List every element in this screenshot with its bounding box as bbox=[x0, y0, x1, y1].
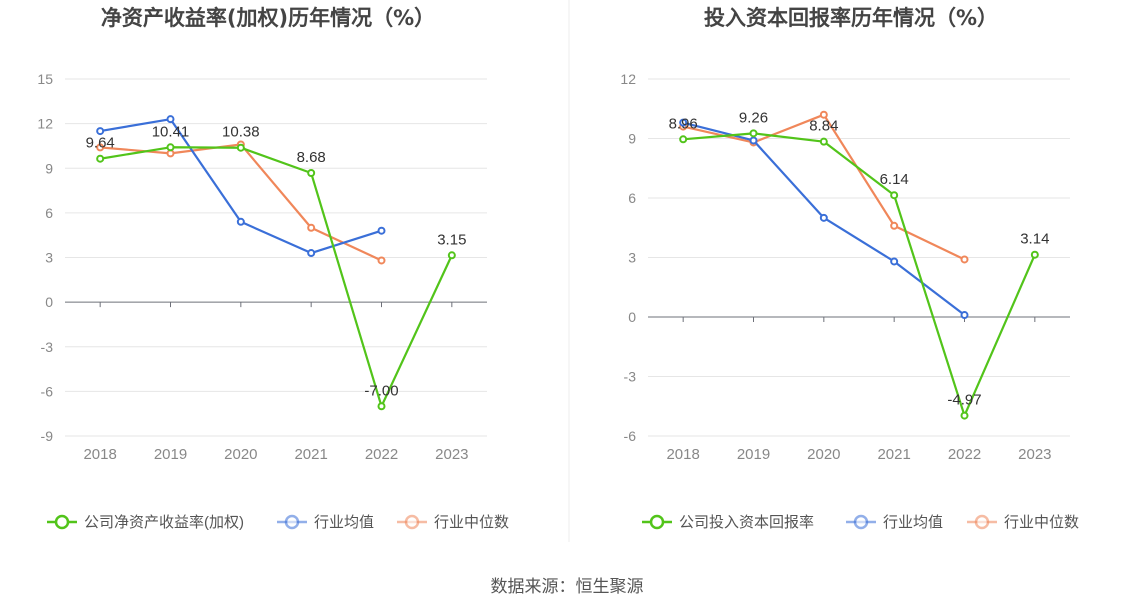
legend-label: 行业中位数 bbox=[1004, 514, 1079, 531]
legend-marker bbox=[853, 514, 869, 530]
chart-title: 净资产收益率(加权)历年情况（%） bbox=[101, 6, 435, 30]
y-tick-label: -3 bbox=[624, 369, 637, 385]
x-tick-label: 2020 bbox=[807, 446, 840, 463]
legend-marker bbox=[284, 514, 300, 530]
data-label: 10.41 bbox=[152, 123, 190, 140]
legend-item[interactable]: 行业中位数 bbox=[397, 514, 509, 531]
data-point bbox=[749, 129, 758, 138]
x-tick-label: 2022 bbox=[365, 446, 398, 463]
y-tick-label: 3 bbox=[628, 250, 636, 266]
roe-chart: 净资产收益率(加权)历年情况（%） 15 12 9 6 3 0 -3 -6 -9 2018 2019 2… bbox=[37, 6, 509, 531]
y-tick-label: -6 bbox=[41, 383, 54, 399]
data-point bbox=[679, 135, 688, 144]
legend-marker bbox=[54, 514, 70, 530]
legend-label: 行业均值 bbox=[314, 514, 374, 531]
series-line-company bbox=[683, 132, 1036, 417]
data-label: 9.26 bbox=[739, 109, 768, 126]
data-label: 6.14 bbox=[880, 171, 909, 188]
data-label: -4.97 bbox=[947, 392, 981, 409]
data-point bbox=[307, 249, 316, 258]
roic-chart: 投入资本回报率历年情况（%） 12 9 6 3 0 -3 -6 2018 2019 2020 2021… bbox=[620, 6, 1079, 531]
data-label: 8.68 bbox=[297, 149, 326, 166]
x-tick-label: 2020 bbox=[224, 446, 257, 463]
data-point bbox=[96, 154, 105, 163]
legend-item[interactable]: 行业均值 bbox=[846, 514, 943, 531]
data-label: 8.96 bbox=[669, 115, 698, 132]
data-label: 10.38 bbox=[222, 124, 260, 141]
legend-item[interactable]: 公司净资产收益率(加权) bbox=[47, 514, 244, 531]
y-tick-label: 15 bbox=[37, 71, 53, 87]
data-label: 9.64 bbox=[86, 135, 115, 152]
data-point bbox=[890, 221, 899, 230]
x-tick-label: 2022 bbox=[948, 446, 981, 463]
data-point bbox=[890, 191, 899, 200]
data-point bbox=[960, 311, 969, 320]
source-note: 数据来源：恒生聚源 bbox=[491, 577, 644, 597]
y-tick-label: 12 bbox=[620, 71, 636, 87]
y-tick-label: 6 bbox=[45, 205, 53, 221]
y-tick-label: 12 bbox=[37, 116, 53, 132]
data-point bbox=[960, 411, 969, 420]
x-tick-label: 2018 bbox=[666, 446, 699, 463]
chart-title: 投入资本回报率历年情况（%） bbox=[704, 6, 998, 30]
series-line-company bbox=[99, 146, 453, 408]
data-point bbox=[96, 143, 105, 152]
data-point bbox=[236, 217, 245, 226]
data-point bbox=[377, 256, 386, 265]
legend-marker bbox=[649, 514, 665, 530]
data-point bbox=[96, 127, 105, 136]
y-tick-label: -6 bbox=[624, 428, 637, 444]
x-tick-label: 2021 bbox=[877, 446, 910, 463]
data-point bbox=[377, 226, 386, 235]
x-tick-label: 2023 bbox=[435, 446, 468, 463]
data-point bbox=[749, 136, 758, 145]
data-point bbox=[166, 115, 175, 124]
y-tick-label: 0 bbox=[628, 309, 636, 325]
data-point bbox=[307, 169, 316, 178]
legend-label: 行业均值 bbox=[883, 514, 943, 531]
data-label: 8.84 bbox=[809, 118, 838, 135]
y-tick-label: 9 bbox=[628, 131, 636, 147]
x-tick-label: 2019 bbox=[154, 446, 187, 463]
data-point bbox=[819, 213, 828, 222]
data-label: -7.00 bbox=[364, 382, 398, 399]
data-point bbox=[890, 257, 899, 266]
data-point bbox=[447, 251, 456, 260]
data-point bbox=[819, 110, 828, 119]
y-tick-label: 3 bbox=[45, 250, 53, 266]
legend-marker bbox=[404, 514, 420, 530]
y-tick-label: -3 bbox=[41, 339, 54, 355]
x-tick-label: 2021 bbox=[294, 446, 327, 463]
y-tick-label: 6 bbox=[628, 190, 636, 206]
y-tick-label: 0 bbox=[45, 294, 53, 310]
y-tick-label: -9 bbox=[41, 428, 54, 444]
legend-label: 公司净资产收益率(加权) bbox=[84, 514, 244, 531]
data-point bbox=[679, 118, 688, 127]
x-tick-label: 2018 bbox=[83, 446, 116, 463]
data-point bbox=[960, 255, 969, 264]
data-point bbox=[819, 137, 828, 146]
x-tick-label: 2019 bbox=[737, 446, 770, 463]
legend-marker bbox=[974, 514, 990, 530]
legend-item[interactable]: 公司投入资本回报率 bbox=[642, 514, 814, 531]
x-tick-label: 2023 bbox=[1018, 446, 1051, 463]
data-label: 3.14 bbox=[1020, 231, 1049, 248]
data-point bbox=[236, 143, 245, 152]
legend-item[interactable]: 行业均值 bbox=[277, 514, 374, 531]
legend-label: 公司投入资本回报率 bbox=[679, 514, 814, 531]
legend-item[interactable]: 行业中位数 bbox=[967, 514, 1079, 531]
data-point bbox=[166, 143, 175, 152]
legend-label: 行业中位数 bbox=[434, 514, 509, 531]
data-label: 3.15 bbox=[437, 231, 466, 248]
data-point bbox=[307, 223, 316, 232]
y-tick-label: 9 bbox=[45, 160, 53, 176]
data-point bbox=[377, 402, 386, 411]
data-point bbox=[1030, 250, 1039, 259]
